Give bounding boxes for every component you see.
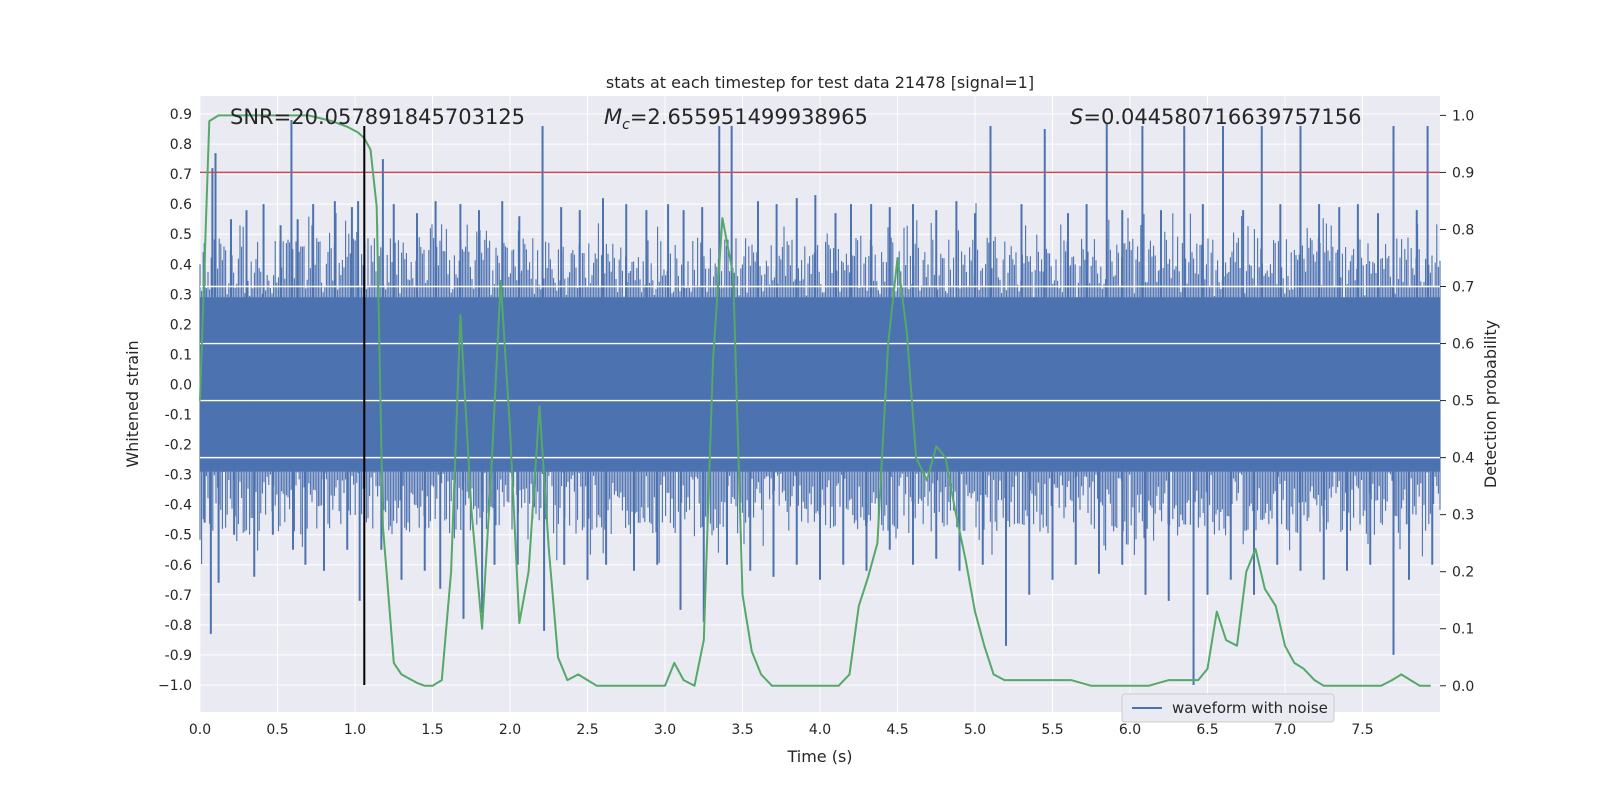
- tick-labels: 0.0 0.5 1.0 1.5 2.0 2.5 3.0 3.5 4.0 4.5 5.0 5.5 6.0 6…: [158, 107, 1474, 738]
- y-left-tick-label: 0.0: [170, 377, 192, 393]
- y-right-tick-label: 0.1: [1452, 622, 1474, 638]
- y-right-tick-label: 0.7: [1452, 280, 1474, 296]
- x-tick-label: 0.5: [266, 722, 288, 738]
- probability-series: [199, 114, 1431, 687]
- y-left-tick-label: −1.0: [158, 678, 192, 694]
- x-tick-label: 3.5: [731, 722, 753, 738]
- x-tick-label: 2.5: [576, 722, 598, 738]
- mc-symbol: M: [604, 105, 622, 129]
- s-symbol: S: [1070, 105, 1083, 129]
- y-right-tick-label: 0.8: [1452, 222, 1474, 238]
- s-annotation: S=0.044580716639757156: [1070, 105, 1361, 129]
- y-left-tick-label: 0.4: [170, 257, 192, 273]
- s-value: =0.044580716639757156: [1083, 105, 1361, 129]
- probability-line: [199, 114, 1431, 687]
- mc-value: =2.655951499938965: [630, 105, 868, 129]
- y-left-tick-label: 0.5: [170, 227, 192, 243]
- y-right-tick-label: 0.4: [1452, 451, 1474, 467]
- y-left-tick-label: 0.2: [170, 317, 192, 333]
- mc-subscript: c: [622, 117, 630, 133]
- y-left-tick-label: 0.3: [170, 287, 192, 303]
- y-left-tick-label: 0.1: [170, 347, 192, 363]
- white-reference-lines: [200, 285, 1440, 459]
- snr-annotation: SNR=20.057891845703125: [230, 105, 525, 129]
- x-tick-label: 1.5: [421, 722, 443, 738]
- y-right-tick-label: 0.6: [1452, 337, 1474, 353]
- y-left-tick-label: -0.9: [165, 648, 192, 664]
- y-right-tick-label: 0.5: [1452, 394, 1474, 410]
- y-left-tick-label: 0.8: [170, 137, 192, 153]
- y-left-tick-label: 0.9: [170, 107, 192, 123]
- legend-label: waveform with noise: [1172, 699, 1328, 717]
- x-tick-label: 6.5: [1196, 722, 1218, 738]
- y-left-tick-label: -0.3: [165, 468, 192, 484]
- y-right-tick-label: 0.9: [1452, 165, 1474, 181]
- x-tick-label: 3.0: [654, 722, 676, 738]
- x-tick-label: 1.0: [344, 722, 366, 738]
- y-axis-left-label: Whitened strain: [123, 340, 142, 467]
- chart-title: stats at each timestep for test data 214…: [606, 73, 1034, 92]
- legend-box: [1121, 693, 1335, 723]
- y-right-tick-label: 0.0: [1452, 679, 1474, 695]
- x-axis-label: Time (s): [786, 747, 852, 766]
- y-left-tick-label: -0.7: [165, 588, 192, 604]
- y-right-tick-label: 0.2: [1452, 565, 1474, 581]
- y-left-tick-label: -0.8: [165, 618, 192, 634]
- x-tick-label: 5.5: [1041, 722, 1063, 738]
- mc-annotation: Mc=2.655951499938965: [604, 105, 868, 133]
- x-tick-label: 5.0: [964, 722, 986, 738]
- y-right-tick-label: 1.0: [1452, 108, 1474, 124]
- y-left-tick-label: 0.6: [170, 197, 192, 213]
- y-left-tick-label: -0.4: [165, 498, 192, 514]
- x-tick-label: 7.5: [1351, 722, 1373, 738]
- x-tick-label: 2.0: [499, 722, 521, 738]
- waveform-series: [199, 120, 1441, 685]
- y-left-tick-label: -0.1: [165, 408, 192, 424]
- waveform-noise-texture: [199, 203, 1441, 565]
- y-right-tick-label: 0.3: [1452, 508, 1474, 524]
- y-left-tick-label: -0.2: [165, 438, 192, 454]
- x-tick-label: 4.5: [886, 722, 908, 738]
- legend: waveform with noise: [1121, 693, 1335, 723]
- x-tick-label: 4.0: [809, 722, 831, 738]
- y-left-tick-label: -0.5: [165, 528, 192, 544]
- x-tick-label: 7.0: [1274, 722, 1296, 738]
- y-left-tick-label: 0.7: [170, 167, 192, 183]
- x-tick-label: 6.0: [1119, 722, 1141, 738]
- y-left-tick-label: -0.6: [165, 558, 192, 574]
- y-axis-right-label: Detection probability: [1481, 320, 1500, 488]
- x-tick-label: 0.0: [189, 722, 211, 738]
